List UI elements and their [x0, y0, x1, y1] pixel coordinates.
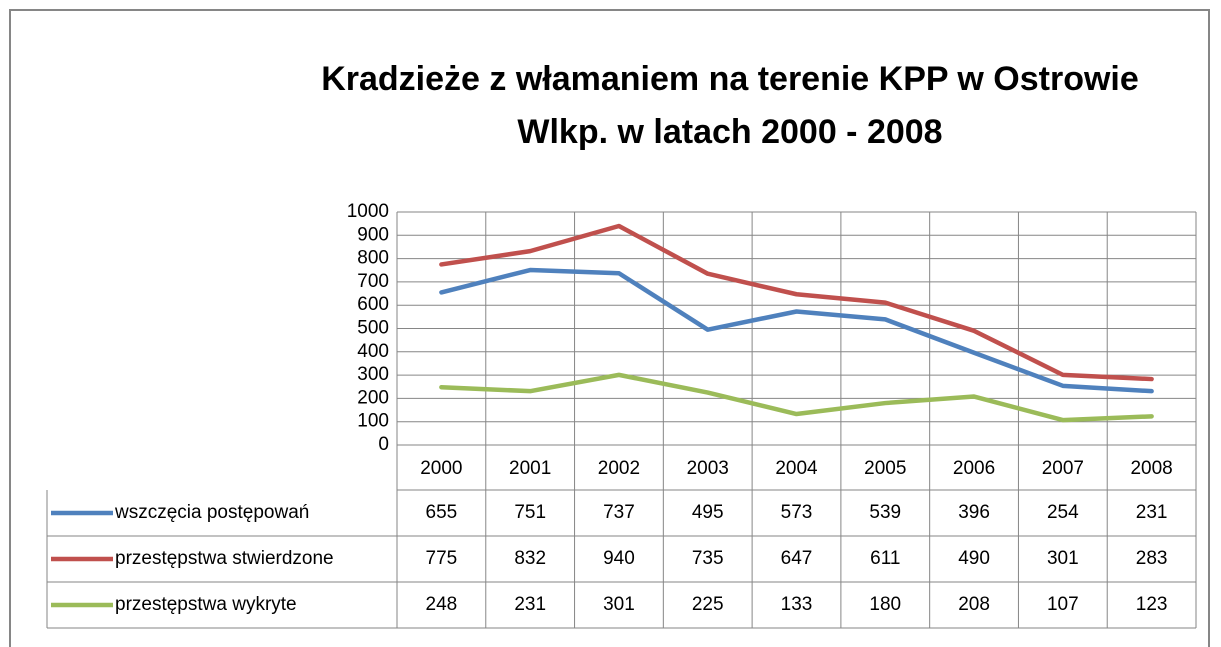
table-value: 647 [781, 548, 813, 569]
y-tick-label: 100 [357, 411, 389, 432]
table-value: 396 [958, 502, 990, 523]
table-value: 231 [1136, 502, 1168, 523]
table-value: 208 [958, 594, 990, 615]
table-value: 248 [426, 594, 458, 615]
table-value: 539 [869, 502, 901, 523]
x-tick-label: 2005 [864, 458, 906, 479]
x-tick-label: 2007 [1042, 458, 1084, 479]
x-tick-label: 2004 [775, 458, 818, 479]
y-tick-label: 700 [357, 271, 389, 292]
table-value: 940 [603, 548, 635, 569]
table-value: 107 [1047, 594, 1079, 615]
table-value: 490 [958, 548, 990, 569]
table-value: 254 [1047, 502, 1079, 523]
legend-label: wszczęcia postępowań [114, 502, 309, 523]
series-line [439, 223, 1154, 382]
table-value: 283 [1136, 548, 1168, 569]
x-tick-label: 2008 [1130, 458, 1172, 479]
table-value: 573 [781, 502, 813, 523]
table-value: 225 [692, 594, 724, 615]
table-value: 751 [514, 502, 546, 523]
table-value: 611 [870, 548, 900, 569]
y-tick-label: 800 [357, 248, 389, 269]
table-value: 775 [426, 548, 458, 569]
table-value: 737 [603, 502, 635, 523]
table-value: 180 [869, 594, 901, 615]
table-value: 495 [692, 502, 724, 523]
x-tick-label: 2001 [509, 458, 551, 479]
table-value: 133 [781, 594, 813, 615]
x-tick-label: 2003 [687, 458, 729, 479]
table-value: 655 [426, 502, 458, 523]
y-tick-label: 500 [357, 318, 389, 339]
table-value: 832 [514, 548, 546, 569]
table-value: 735 [692, 548, 724, 569]
y-tick-label: 1000 [347, 201, 389, 222]
y-tick-label: 0 [378, 434, 389, 455]
legend-label: przestępstwa wykryte [115, 594, 297, 615]
chart-title: Kradzieże z włamaniem na terenie KPP w O… [321, 60, 1139, 98]
series-line [439, 372, 1154, 423]
y-tick-label: 600 [357, 294, 389, 315]
table-value: 231 [514, 594, 546, 615]
y-tick-label: 200 [357, 387, 389, 408]
x-tick-label: 2002 [598, 458, 640, 479]
y-tick-label: 400 [357, 341, 389, 362]
table-value: 123 [1136, 594, 1168, 615]
x-tick-label: 2000 [420, 458, 462, 479]
chart-title: Wlkp. w latach 2000 - 2008 [517, 113, 942, 151]
series-line [439, 267, 1154, 394]
x-tick-label: 2006 [953, 458, 995, 479]
y-tick-label: 300 [357, 364, 389, 385]
table-value: 301 [603, 594, 635, 615]
legend-label: przestępstwa stwierdzone [115, 548, 334, 569]
table-value: 301 [1047, 548, 1079, 569]
y-tick-label: 900 [357, 224, 389, 245]
